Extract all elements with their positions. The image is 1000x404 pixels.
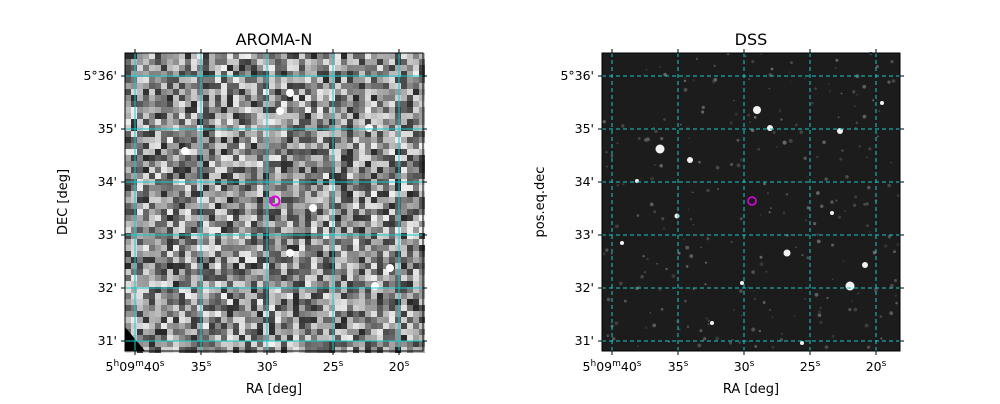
right-target-marker — [747, 196, 757, 206]
right-sky-image — [602, 51, 900, 351]
right-x-axis-label: RA [deg] — [723, 382, 779, 397]
left-x-tick-label: 35s — [191, 359, 212, 374]
right-y-tick-label: 32' — [575, 280, 594, 295]
right-y-tick-label: 31' — [575, 333, 594, 348]
right-y-tick-label: 35' — [575, 121, 594, 136]
left-y-tick-label: 33' — [98, 227, 117, 242]
left-y-tick-label: 31' — [98, 333, 117, 348]
right-x-tick-label: 35s — [668, 359, 689, 374]
right-x-tick-label: 20s — [866, 359, 887, 374]
right-y-tick-label: 33' — [575, 227, 594, 242]
left-y-tick-label: 5°36' — [83, 68, 117, 83]
right-y-axis-label: pos.eq.dec — [533, 167, 548, 238]
right-panel: DSS 5h09m40s 35s 30s 25s 20s 5°36' 35' 34' 33' 32'… — [533, 30, 904, 397]
right-x-tick-label: 5h09m40s — [583, 359, 642, 374]
left-x-tick-label: 5h09m40s — [106, 359, 165, 374]
right-y-tick-label: 5°36' — [560, 68, 594, 83]
left-x-axis-label: RA [deg] — [246, 382, 302, 397]
right-x-tick-label: 30s — [734, 359, 755, 374]
left-axes-frame — [124, 52, 424, 352]
left-coordinate-grid — [125, 53, 423, 351]
left-sky-image — [125, 53, 425, 353]
left-x-tick-label: 20s — [389, 359, 410, 374]
left-target-marker — [269, 195, 281, 207]
right-y-tick-label: 34' — [575, 174, 594, 189]
right-coordinate-grid — [602, 53, 900, 351]
right-x-tick-label: 25s — [800, 359, 821, 374]
right-axes-frame — [601, 52, 901, 352]
left-panel-title: AROMA-N — [236, 30, 313, 49]
left-y-tick-label: 32' — [98, 280, 117, 295]
left-x-tick-label: 30s — [257, 359, 278, 374]
left-y-axis-label: DEC [deg] — [56, 169, 71, 235]
left-x-tick-label: 25s — [323, 359, 344, 374]
right-panel-title: DSS — [735, 30, 768, 49]
left-y-tick-label: 34' — [98, 174, 117, 189]
left-panel: AROMA-N 5h09m40s 35s 30s 25s 20s 5°36' 35' 34' 33… — [56, 30, 427, 397]
left-y-tick-label: 35' — [98, 121, 117, 136]
